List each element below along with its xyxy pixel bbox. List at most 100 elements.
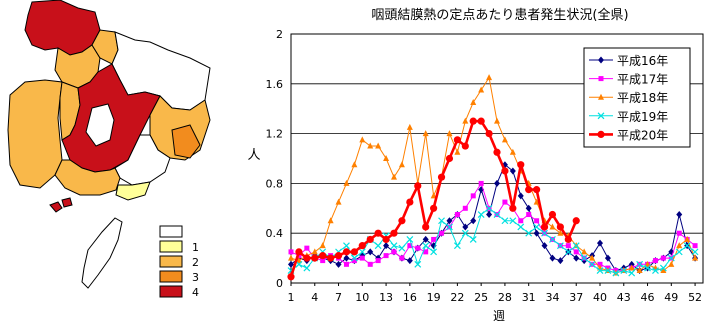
data-point (470, 98, 477, 105)
data-point (604, 254, 611, 262)
data-point (430, 204, 438, 212)
data-point (596, 267, 604, 274)
data-point (406, 198, 414, 206)
map-legend-label-2: 2 (192, 256, 199, 269)
map-island-small (49, 201, 63, 213)
data-point (692, 243, 698, 249)
data-point (374, 229, 382, 237)
data-point (683, 242, 691, 250)
data-point (351, 161, 358, 168)
map-island-small-2 (61, 197, 73, 208)
data-point (288, 249, 294, 255)
data-point (343, 242, 350, 250)
data-point (470, 217, 477, 225)
data-point (517, 192, 524, 200)
data-point (565, 243, 571, 249)
data-point (415, 245, 421, 251)
data-point (501, 217, 509, 225)
data-point (660, 255, 666, 261)
data-point (573, 249, 579, 255)
legend-label: 平成20年 (617, 128, 668, 142)
data-point (327, 254, 335, 262)
data-point (445, 154, 454, 163)
data-point (691, 248, 699, 256)
data-point (644, 264, 651, 272)
data-point (598, 93, 604, 100)
x-tick-label: 37 (569, 291, 583, 304)
legend-item: 平成18年 (589, 91, 668, 105)
data-point (319, 252, 327, 260)
data-point (430, 248, 438, 256)
data-point (383, 155, 390, 161)
legend-label: 平成18年 (617, 91, 668, 105)
data-point (406, 257, 413, 265)
data-point (485, 130, 493, 138)
data-point (556, 242, 564, 250)
data-point (478, 180, 484, 186)
y-tick-label: 0.4 (266, 227, 284, 240)
data-point (367, 261, 373, 267)
x-tick-label: 25 (474, 291, 488, 304)
legend-label: 平成19年 (617, 110, 668, 124)
data-point (422, 242, 430, 250)
x-tick-label: 34 (545, 291, 559, 304)
data-point (541, 242, 548, 250)
data-point (462, 117, 469, 124)
data-point (398, 217, 406, 225)
data-point (509, 217, 517, 225)
data-point (462, 205, 468, 211)
data-point (636, 260, 644, 268)
x-tick-label: 46 (641, 291, 655, 304)
y-tick-label: 1.6 (266, 78, 284, 91)
data-point (375, 142, 382, 149)
y-tick-label: 1.2 (266, 128, 284, 141)
x-tick-label: 31 (522, 291, 536, 304)
data-point (501, 167, 509, 175)
data-point (502, 199, 508, 205)
data-point (422, 130, 429, 137)
data-point (589, 254, 596, 261)
data-point (667, 254, 675, 262)
data-point (375, 258, 381, 264)
data-point (469, 236, 477, 243)
data-point (342, 248, 351, 256)
data-point (518, 218, 524, 224)
data-point (598, 56, 604, 64)
data-point (295, 257, 302, 264)
data-point (525, 186, 533, 194)
data-point (454, 148, 461, 155)
data-point (367, 248, 374, 256)
legend-item: 平成20年 (589, 128, 668, 142)
x-tick-label: 4 (311, 291, 318, 304)
x-tick-label: 10 (355, 291, 369, 304)
data-point (398, 161, 405, 168)
data-point (335, 260, 342, 268)
data-point (533, 223, 541, 231)
data-point (676, 242, 683, 249)
series-5 (287, 117, 580, 281)
data-point (422, 223, 430, 231)
data-point (391, 173, 397, 180)
data-point (501, 136, 508, 143)
data-point (383, 253, 389, 259)
data-point (477, 117, 485, 125)
data-point (477, 211, 485, 218)
x-tick-label: 28 (498, 291, 512, 304)
data-point (287, 273, 295, 281)
data-point (509, 167, 516, 175)
data-point (423, 249, 429, 255)
data-point (446, 217, 453, 225)
data-point (494, 179, 500, 187)
data-point (572, 217, 580, 225)
data-point (311, 254, 319, 262)
data-point (556, 223, 564, 231)
data-point (493, 148, 501, 156)
data-point (431, 236, 437, 242)
data-point (509, 148, 516, 155)
map-legend-swatch-blank (159, 225, 183, 238)
data-point (462, 223, 469, 231)
x-tick-label: 16 (403, 291, 417, 304)
map-legend-label-3: 3 (192, 271, 199, 284)
x-tick-label: 43 (617, 291, 631, 304)
data-point (398, 244, 406, 252)
